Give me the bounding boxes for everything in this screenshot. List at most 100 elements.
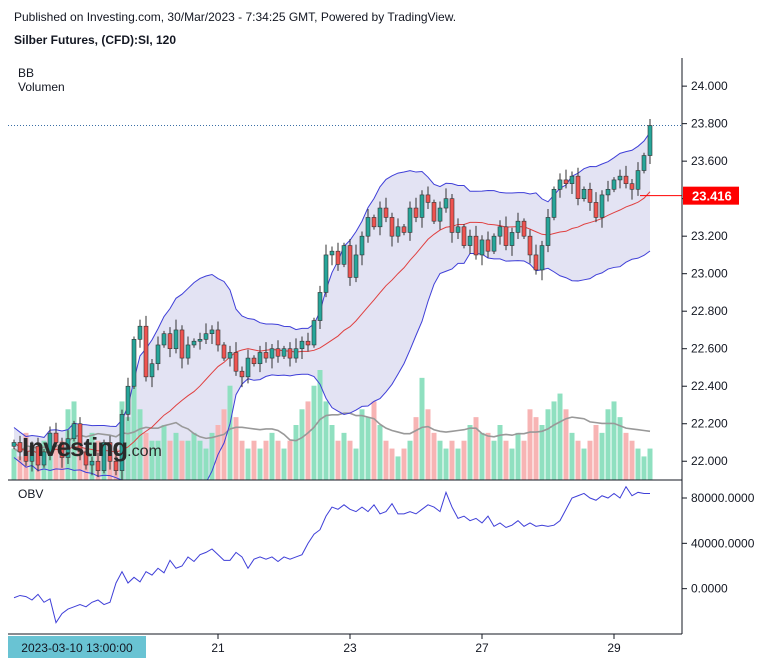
- candle[interactable]: [503, 216, 509, 251]
- candle[interactable]: [347, 238, 353, 286]
- candle[interactable]: [263, 342, 269, 363]
- candle[interactable]: [155, 336, 161, 371]
- candle[interactable]: [113, 450, 119, 476]
- candle[interactable]: [293, 338, 299, 363]
- candle[interactable]: [59, 437, 65, 468]
- candle[interactable]: [443, 188, 449, 213]
- obv-panel[interactable]: [13, 485, 650, 624]
- candle[interactable]: [305, 332, 311, 352]
- candle[interactable]: [359, 231, 365, 266]
- candle[interactable]: [299, 336, 305, 360]
- candle[interactable]: [323, 244, 329, 298]
- candle[interactable]: [521, 218, 527, 239]
- candle[interactable]: [557, 173, 563, 198]
- candle[interactable]: [239, 366, 245, 388]
- candle[interactable]: [125, 377, 131, 421]
- candle[interactable]: [335, 242, 341, 271]
- candle[interactable]: [107, 435, 113, 470]
- candle[interactable]: [485, 231, 491, 258]
- candle[interactable]: [275, 340, 281, 363]
- candle[interactable]: [593, 192, 599, 223]
- candle[interactable]: [527, 229, 533, 264]
- candle[interactable]: [23, 441, 29, 466]
- candle[interactable]: [629, 178, 635, 200]
- candle[interactable]: [287, 342, 293, 367]
- candle[interactable]: [533, 244, 539, 275]
- candle[interactable]: [245, 349, 251, 384]
- candle[interactable]: [587, 182, 593, 211]
- candle[interactable]: [581, 186, 587, 202]
- candle[interactable]: [497, 220, 503, 245]
- candle[interactable]: [509, 227, 515, 256]
- candle[interactable]: [539, 240, 545, 281]
- candle[interactable]: [281, 345, 287, 360]
- candle[interactable]: [413, 197, 419, 223]
- candle[interactable]: [161, 330, 167, 348]
- candle[interactable]: [473, 225, 479, 260]
- candle[interactable]: [461, 223, 467, 249]
- candle[interactable]: [467, 229, 473, 254]
- candle[interactable]: [65, 430, 71, 465]
- candle[interactable]: [89, 456, 95, 476]
- candle[interactable]: [35, 437, 41, 472]
- candle[interactable]: [635, 162, 641, 196]
- candle[interactable]: [131, 336, 137, 390]
- candle[interactable]: [17, 435, 23, 461]
- candle[interactable]: [551, 186, 557, 221]
- candle[interactable]: [395, 218, 401, 243]
- candle[interactable]: [233, 342, 239, 376]
- candle[interactable]: [137, 319, 143, 348]
- candle[interactable]: [431, 199, 437, 224]
- obv-indicator-label[interactable]: OBV: [18, 487, 44, 501]
- candle[interactable]: [353, 244, 359, 283]
- candle[interactable]: [53, 422, 59, 448]
- candle[interactable]: [47, 426, 53, 461]
- candle[interactable]: [545, 208, 551, 253]
- candle[interactable]: [491, 233, 497, 254]
- candle[interactable]: [221, 342, 227, 361]
- candle[interactable]: [41, 449, 47, 468]
- candle[interactable]: [515, 212, 521, 239]
- candle[interactable]: [83, 441, 89, 470]
- candle[interactable]: [563, 169, 569, 189]
- candle[interactable]: [191, 338, 197, 348]
- candle[interactable]: [119, 409, 125, 481]
- candle[interactable]: [251, 355, 257, 367]
- candle[interactable]: [215, 321, 221, 352]
- candle[interactable]: [641, 152, 647, 174]
- candle[interactable]: [623, 165, 629, 189]
- candle[interactable]: [329, 246, 335, 266]
- candle[interactable]: [437, 201, 443, 230]
- candle[interactable]: [11, 439, 17, 450]
- candle[interactable]: [407, 201, 413, 241]
- candle[interactable]: [29, 441, 35, 472]
- candle[interactable]: [143, 315, 149, 382]
- candle[interactable]: [77, 417, 83, 461]
- candle[interactable]: [611, 177, 617, 193]
- candle[interactable]: [197, 332, 203, 350]
- candle[interactable]: [95, 452, 101, 478]
- candle[interactable]: [257, 345, 263, 373]
- candle[interactable]: [479, 235, 485, 266]
- candle[interactable]: [185, 336, 191, 365]
- candle[interactable]: [341, 242, 347, 268]
- price-panel[interactable]: [8, 118, 682, 515]
- candle[interactable]: [203, 323, 209, 345]
- candle[interactable]: [383, 197, 389, 223]
- candle[interactable]: [173, 319, 179, 354]
- candle[interactable]: [149, 359, 155, 388]
- candle[interactable]: [401, 223, 407, 236]
- candle[interactable]: [371, 214, 377, 230]
- candle[interactable]: [569, 171, 575, 194]
- candle[interactable]: [317, 285, 323, 330]
- candle[interactable]: [179, 325, 185, 369]
- bb-indicator-label[interactable]: BB: [18, 66, 35, 80]
- candle[interactable]: [311, 317, 317, 348]
- candle[interactable]: [605, 180, 611, 202]
- candle[interactable]: [365, 208, 371, 243]
- candle[interactable]: [617, 169, 623, 189]
- candle[interactable]: [269, 344, 275, 369]
- candle[interactable]: [377, 201, 383, 236]
- volume-indicator-label[interactable]: Volumen: [18, 80, 65, 94]
